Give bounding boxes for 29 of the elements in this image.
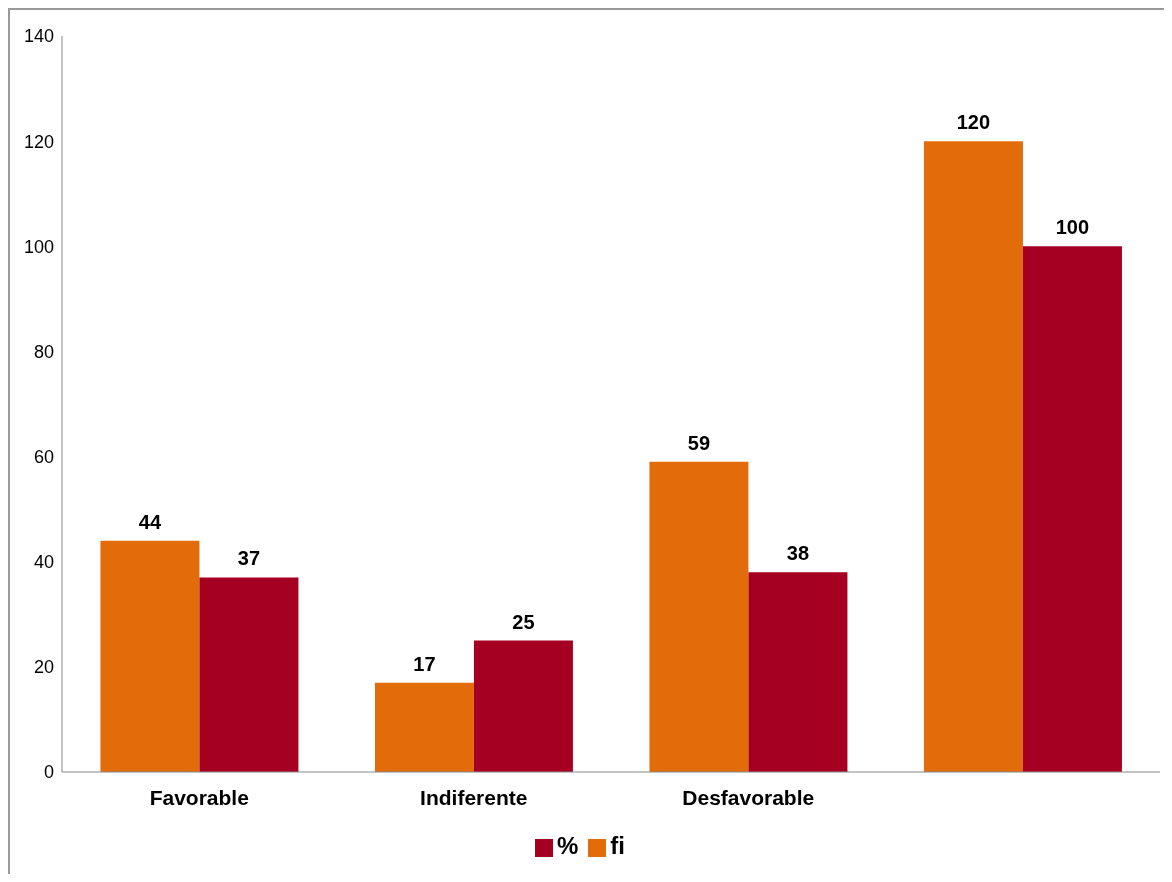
data-label: 37 (237, 547, 261, 570)
bar (473, 640, 573, 772)
y-tick-label: 60 (33, 446, 54, 467)
data-label: 100 (1055, 216, 1090, 239)
data-label: 120 (956, 111, 991, 134)
bar (748, 572, 848, 772)
data-label: 17 (413, 652, 436, 675)
y-tick-label: 40 (33, 552, 54, 573)
bar (1022, 246, 1122, 772)
legend-label: % (556, 832, 579, 859)
y-tick-label: 0 (43, 762, 54, 783)
data-label: 38 (786, 542, 810, 565)
legend-label: fi (610, 832, 625, 859)
x-tick-label: Favorable (149, 785, 249, 809)
bar (199, 577, 299, 772)
bar (649, 461, 749, 772)
data-label: 25 (512, 610, 535, 633)
bar (100, 540, 200, 772)
x-tick-label: Indiferente (420, 785, 528, 809)
y-tick-label: 140 (23, 26, 54, 47)
y-tick-label: 20 (33, 657, 54, 678)
bar (923, 141, 1023, 772)
y-tick-label: 80 (33, 341, 54, 362)
data-label: 59 (687, 431, 711, 454)
y-tick-label: 100 (23, 236, 54, 257)
bar (374, 682, 474, 772)
data-label: 44 (138, 510, 162, 533)
y-tick-label: 120 (23, 131, 54, 152)
x-tick-label: Desfavorable (682, 785, 815, 809)
